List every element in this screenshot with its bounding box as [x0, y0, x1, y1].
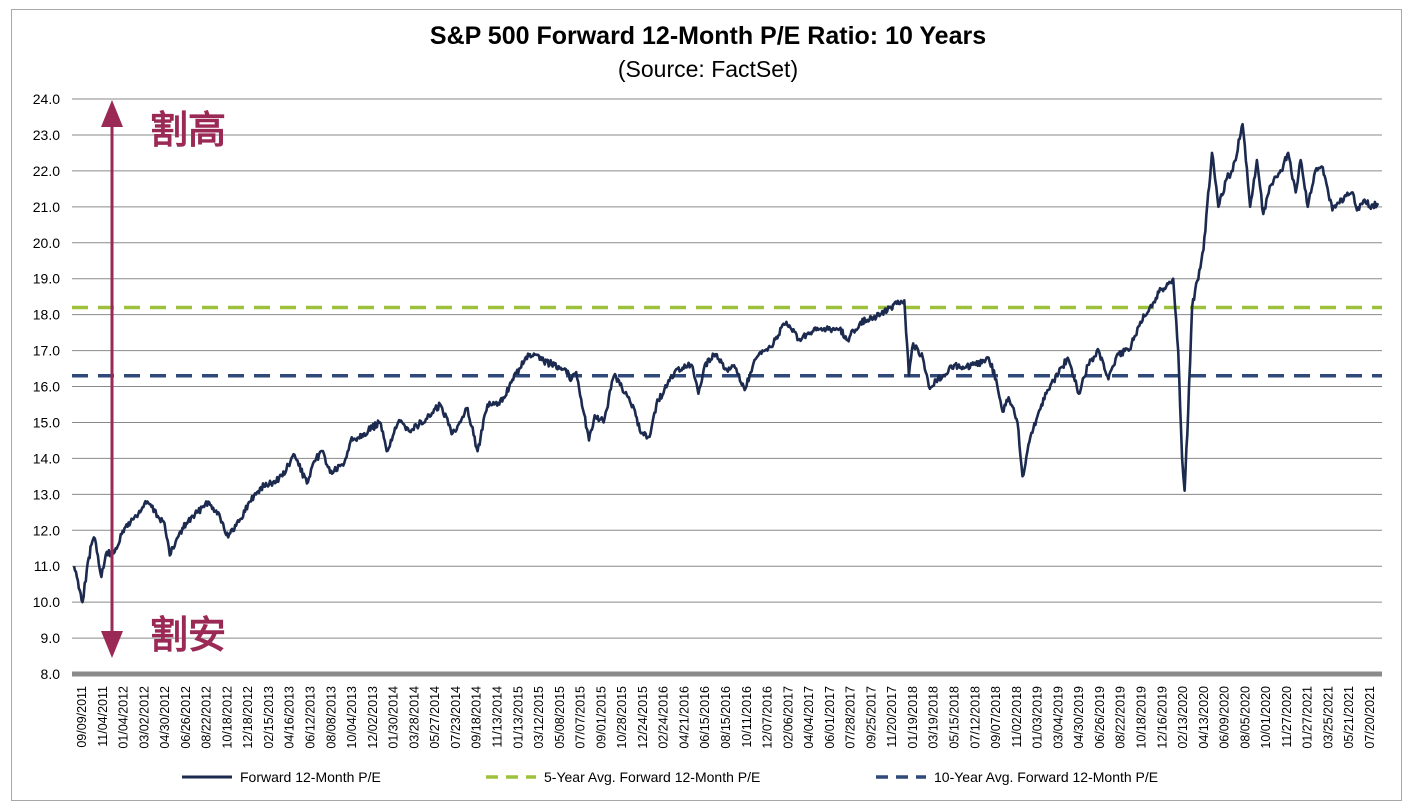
x-tick-label: 08/05/2020	[1238, 686, 1252, 749]
x-tick-label: 10/18/2019	[1134, 686, 1148, 749]
x-tick-label: 09/18/2014	[470, 686, 484, 749]
x-tick-label: 05/15/2018	[948, 686, 962, 749]
x-tick-label: 06/09/2020	[1218, 686, 1232, 749]
x-tick-label: 10/18/2012	[220, 686, 234, 749]
x-tick-label: 03/25/2021	[1321, 686, 1335, 749]
x-tick-label: 06/15/2016	[698, 686, 712, 749]
x-tick-label: 04/30/2019	[1072, 686, 1086, 749]
x-tick-label: 12/07/2016	[761, 686, 775, 749]
x-tick-label: 12/16/2019	[1155, 686, 1169, 749]
y-tick-label: 21.0	[33, 199, 60, 215]
x-tick-label: 06/01/2017	[823, 686, 837, 749]
x-tick-label: 05/21/2021	[1342, 686, 1356, 749]
x-tick-label: 07/28/2017	[844, 686, 858, 749]
overvalued-label: 割高	[150, 108, 226, 152]
x-tick-label: 10/11/2016	[740, 686, 754, 748]
x-tick-label: 03/19/2018	[927, 686, 941, 749]
x-tick-label: 10/01/2020	[1259, 686, 1273, 749]
chart-title: S&P 500 Forward 12-Month P/E Ratio: 10 Y…	[429, 22, 987, 50]
x-tick-label: 05/27/2014	[428, 686, 442, 749]
y-tick-label: 12.0	[33, 522, 60, 538]
x-tick-label: 06/26/2019	[1093, 686, 1107, 749]
x-tick-label: 09/07/2018	[989, 686, 1003, 749]
y-tick-label: 13.0	[33, 486, 60, 502]
x-tick-label: 08/22/2012	[200, 686, 214, 749]
arrow-up-head	[101, 100, 123, 127]
x-tick-label: 01/04/2012	[117, 686, 131, 749]
y-tick-label: 15.0	[33, 414, 60, 430]
y-tick-label: 22.0	[33, 163, 60, 179]
x-tick-label: 01/19/2018	[906, 686, 920, 749]
y-tick-label: 20.0	[33, 235, 60, 251]
y-tick-label: 17.0	[33, 343, 60, 359]
x-tick-label: 09/25/2017	[864, 686, 878, 749]
x-tick-label: 11/04/2011	[96, 686, 110, 747]
y-tick-label: 18.0	[33, 307, 60, 323]
y-tick-label: 19.0	[33, 271, 60, 287]
x-tick-label: 11/20/2017	[885, 686, 899, 748]
x-tick-label: 09/01/2015	[594, 686, 608, 749]
x-tick-label: 04/04/2017	[802, 686, 816, 749]
average-lines	[72, 305, 1382, 378]
x-tick-label: 04/30/2012	[158, 686, 172, 749]
x-tick-label: 01/13/2015	[511, 686, 525, 749]
x-tick-label: 02/15/2013	[262, 686, 276, 749]
x-tick-label: 04/13/2020	[1197, 686, 1211, 749]
y-axis-ticks: 8.0 9.0 10.0 11.0 12.0 13.0 14.0 15.0 16.0 17.0 18…	[33, 91, 60, 682]
x-tick-label: 03/04/2019	[1051, 686, 1065, 749]
x-tick-label: 08/15/2016	[719, 686, 733, 749]
y-tick-label: 23.0	[33, 127, 60, 143]
x-axis-ticks: 09/09/2011 11/04/2011 01/04/2012 03/02/2012…	[75, 686, 1377, 749]
legend-label: 10-Year Avg. Forward 12-Month P/E	[934, 769, 1158, 785]
x-tick-label: 06/12/2013	[304, 686, 318, 749]
x-tick-label: 11/27/2020	[1280, 686, 1294, 748]
x-tick-label: 04/16/2013	[283, 686, 297, 749]
x-tick-label: 03/28/2014	[407, 686, 421, 749]
x-tick-label: 07/23/2014	[449, 686, 463, 749]
y-tick-label: 11.0	[34, 558, 60, 574]
chart-subtitle: (Source: FactSet)	[617, 56, 799, 82]
gridlines	[72, 98, 1382, 639]
x-tick-label: 12/18/2012	[241, 686, 255, 749]
x-tick-label: 10/04/2013	[345, 686, 359, 749]
x-tick-label: 09/09/2011	[75, 686, 89, 748]
x-tick-label: 12/02/2013	[366, 686, 380, 749]
y-tick-label: 14.0	[33, 450, 60, 466]
x-tick-label: 04/21/2016	[677, 686, 691, 749]
x-tick-label: 07/20/2021	[1363, 686, 1377, 749]
legend-label: Forward 12-Month P/E	[240, 769, 381, 785]
x-tick-label: 03/12/2015	[532, 686, 546, 749]
pe-line	[72, 122, 1380, 604]
x-tick-label: 03/02/2012	[137, 686, 151, 749]
y-tick-label: 8.0	[41, 666, 61, 682]
x-tick-label: 01/30/2014	[387, 686, 401, 749]
legend-label: 5-Year Avg. Forward 12-Month P/E	[544, 769, 760, 785]
x-tick-label: 06/26/2012	[179, 686, 193, 749]
x-tick-label: 02/13/2020	[1176, 686, 1190, 749]
x-tick-label: 07/07/2015	[574, 686, 588, 749]
chart-frame	[11, 9, 1402, 801]
x-tick-label: 11/13/2014	[490, 686, 504, 748]
undervalued-label: 割安	[150, 613, 226, 657]
y-tick-label: 24.0	[33, 91, 60, 107]
x-tick-label: 02/06/2017	[781, 686, 795, 749]
y-tick-label: 10.0	[33, 594, 60, 610]
x-tick-label: 08/08/2013	[324, 686, 338, 749]
legend: Forward 12-Month P/E 5-Year Avg. Forward …	[182, 769, 1158, 785]
x-tick-label: 12/24/2015	[636, 686, 650, 749]
x-tick-label: 07/12/2018	[968, 686, 982, 749]
x-tick-label: 01/03/2019	[1031, 686, 1045, 749]
y-tick-label: 16.0	[33, 379, 60, 395]
x-tick-label: 08/22/2019	[1114, 686, 1128, 749]
x-tick-label: 05/08/2015	[553, 686, 567, 749]
x-tick-label: 11/02/2018	[1010, 686, 1024, 748]
x-tick-label: 01/27/2021	[1301, 686, 1315, 749]
y-tick-label: 9.0	[41, 630, 61, 646]
x-tick-label: 10/28/2015	[615, 686, 629, 749]
x-tick-label: 02/24/2016	[657, 686, 671, 749]
arrow-down-head	[101, 631, 123, 658]
pe-series	[72, 122, 1380, 604]
